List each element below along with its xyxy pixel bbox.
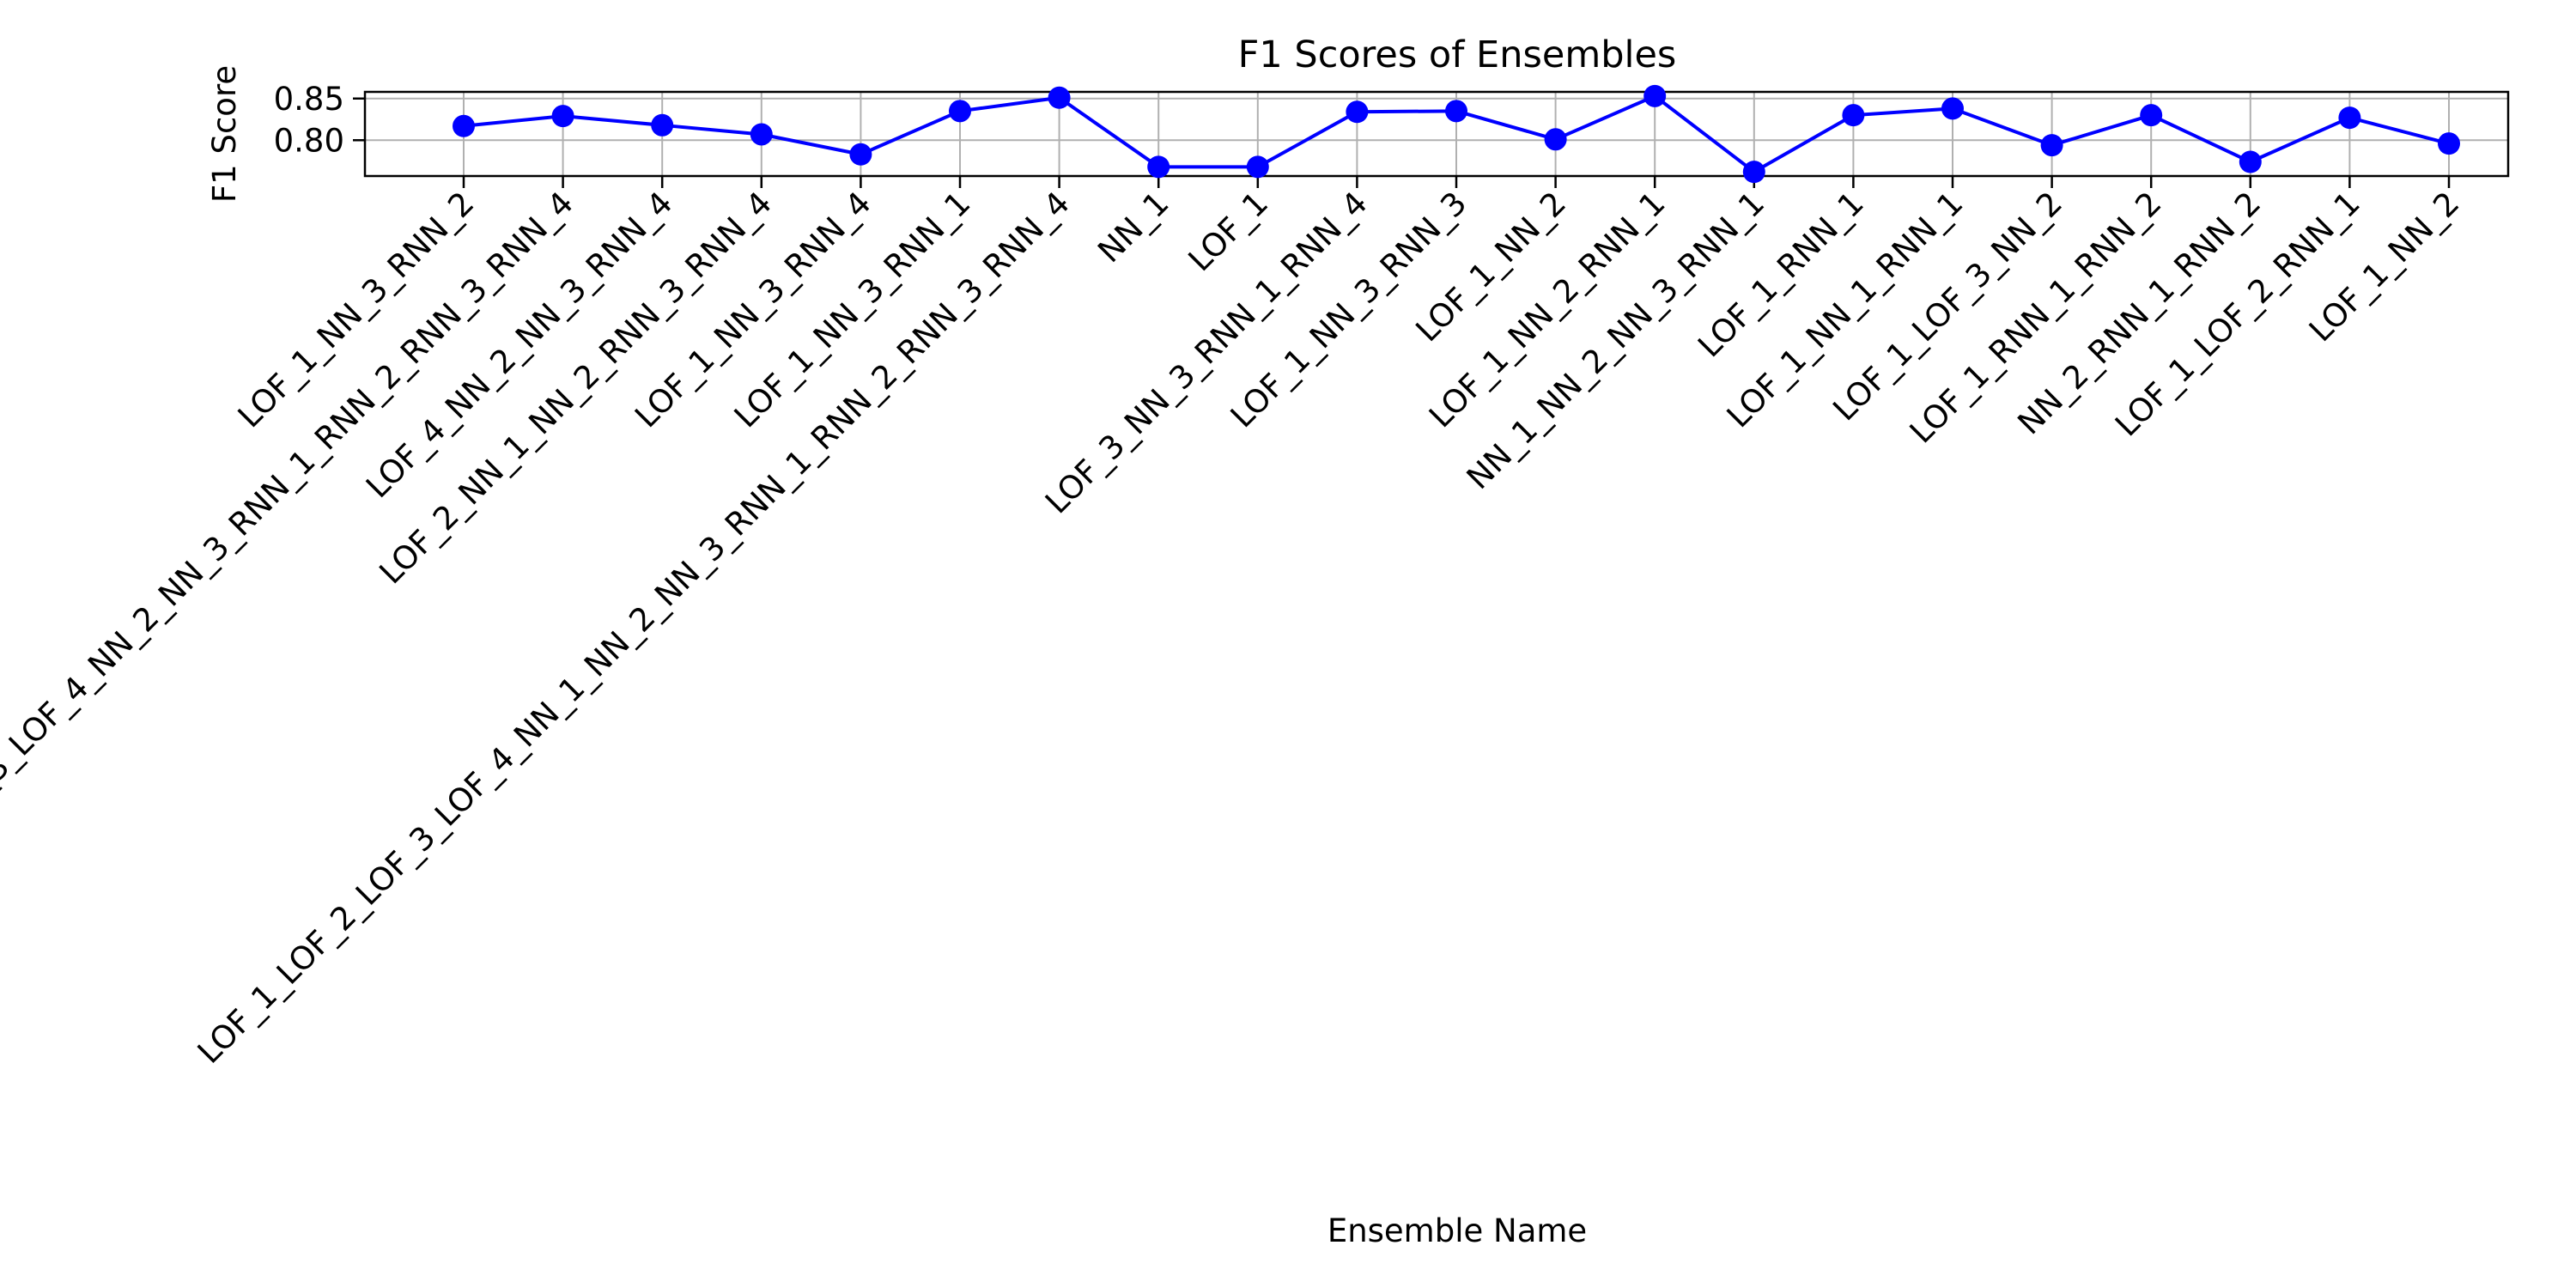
data-point — [1742, 161, 1765, 184]
series-f1-score — [453, 84, 2460, 184]
data-point — [2438, 132, 2460, 155]
data-point — [2140, 104, 2163, 127]
data-point — [1048, 86, 1071, 109]
data-point — [651, 113, 674, 137]
data-point — [1544, 128, 1567, 151]
data-point — [750, 123, 773, 146]
data-point — [1346, 100, 1369, 124]
x-tick-label: LOF_1_LOF_3_LOF_4_NN_2_NN_3_RNN_1_RNN_2_… — [0, 185, 580, 921]
data-point — [849, 143, 872, 166]
data-point — [551, 105, 574, 128]
data-point — [1246, 155, 1269, 179]
data-point — [1842, 104, 1865, 127]
x-tick-label: NN_1 — [1091, 185, 1176, 270]
data-point — [1643, 84, 1667, 107]
chart-title: F1 Scores of Ensembles — [1238, 33, 1677, 76]
data-point — [949, 100, 971, 123]
data-point — [1941, 97, 1964, 120]
x-axis-label: Ensemble Name — [1327, 1212, 1587, 1249]
x-axis: LOF_1_NN_3_RNN_2LOF_1_LOF_3_LOF_4_NN_2_N… — [0, 176, 2466, 1071]
y-axis: 0.80 0.85 — [274, 81, 365, 159]
x-tick-label: LOF_1 — [1182, 185, 1275, 278]
plot-frame — [363, 90, 2510, 178]
data-point — [2338, 106, 2361, 130]
y-tick-label: 0.80 — [274, 122, 344, 159]
data-point — [453, 114, 475, 137]
grid — [365, 92, 2508, 176]
data-point — [2239, 150, 2262, 173]
y-tick-label: 0.85 — [274, 81, 344, 118]
data-point — [1147, 155, 1170, 179]
y-axis-label: F1 Score — [206, 65, 243, 203]
data-point — [2040, 134, 2063, 157]
data-point — [1445, 100, 1467, 123]
